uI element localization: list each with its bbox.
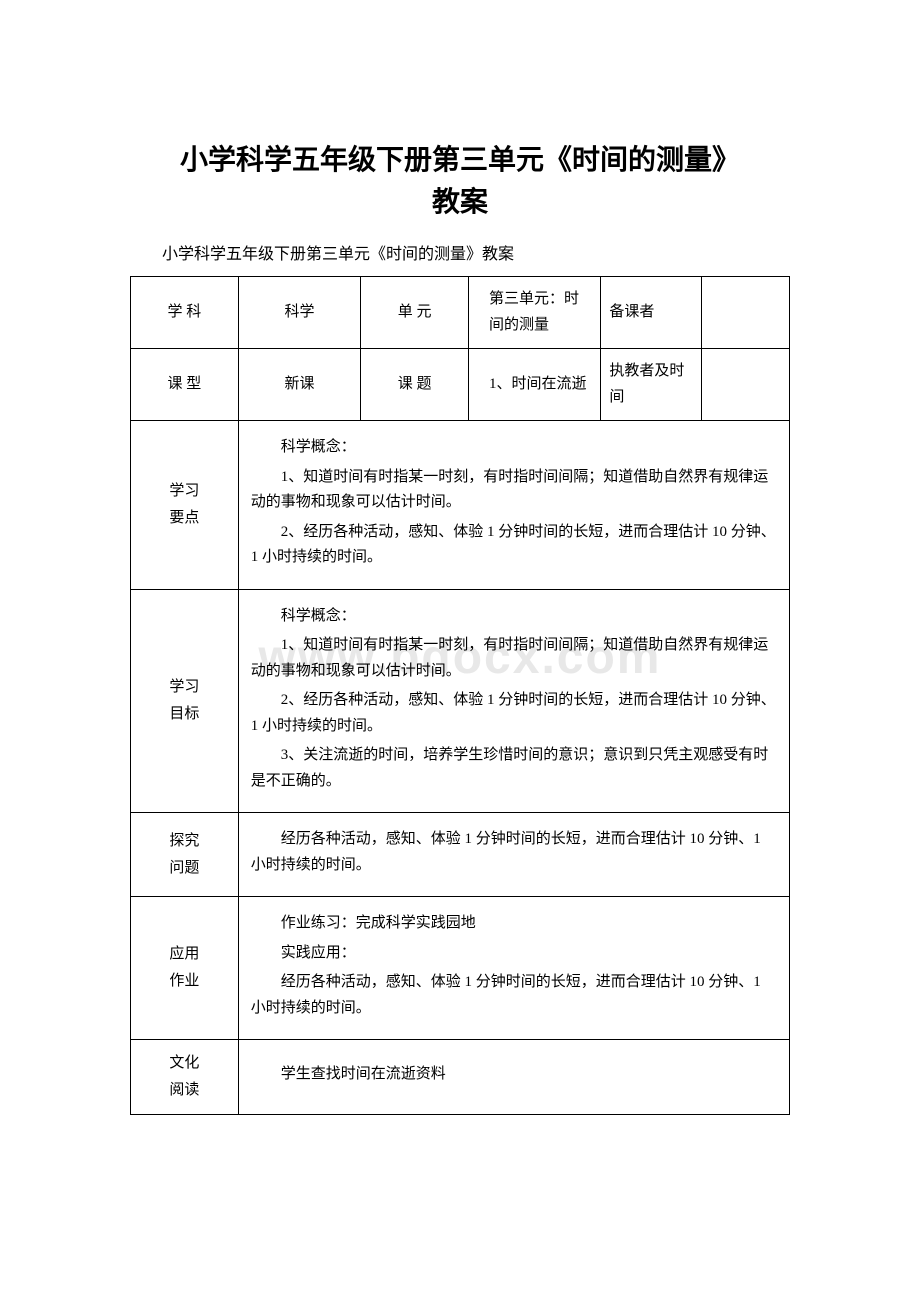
inquiry-label: 探究 问题 <box>131 813 239 897</box>
content-para: 经历各种活动，感知、体验 1 分钟时间的长短，进而合理估计 10 分钟、1 小时… <box>251 970 777 1021</box>
teacher-label: 执教者及时间 <box>601 349 701 421</box>
inquiry-content: 经历各种活动，感知、体验 1 分钟时间的长短，进而合理估计 10 分钟、1 小时… <box>238 813 789 897</box>
unit-value: 第三单元：时间的测量 <box>469 277 601 349</box>
label-line: 学习 <box>139 674 230 701</box>
label-line: 作业 <box>139 968 230 995</box>
reading-content: 学生查找时间在流逝资料 <box>238 1040 789 1115</box>
label-line: 学习 <box>139 478 230 505</box>
table-row: 探究 问题 经历各种活动，感知、体验 1 分钟时间的长短，进而合理估计 10 分… <box>131 813 790 897</box>
content-para: 2、经历各种活动，感知、体验 1 分钟时间的长短，进而合理估计 10 分钟、1 … <box>251 688 777 739</box>
title-line-2: 教案 <box>432 187 488 218</box>
label-line: 阅读 <box>139 1077 230 1104</box>
subject-value: 科学 <box>238 277 360 349</box>
content-para: 科学概念： <box>251 435 777 461</box>
unit-label: 单 元 <box>361 277 469 349</box>
content-para: 2、经历各种活动，感知、体验 1 分钟时间的长短，进而合理估计 10 分钟、1 … <box>251 520 777 571</box>
content-para: 3、关注流逝的时间，培养学生珍惜时间的意识；意识到只凭主观感受有时是不正确的。 <box>251 743 777 794</box>
class-type-value: 新课 <box>238 349 360 421</box>
main-title: 小学科学五年级下册第三单元《时间的测量》 教案 <box>130 140 790 224</box>
label-line: 探究 <box>139 828 230 855</box>
content-para: 科学概念： <box>251 604 777 630</box>
content-para: 作业练习：完成科学实践园地 <box>251 911 777 937</box>
learning-goals-content: 科学概念： 1、知道时间有时指某一时刻，有时指时间间隔；知道借助自然界有规律运动… <box>238 589 789 813</box>
label-line: 目标 <box>139 701 230 728</box>
preparer-value <box>701 277 789 349</box>
table-row: 课 型 新课 课 题 1、时间在流逝 执教者及时间 <box>131 349 790 421</box>
title-line-1: 小学科学五年级下册第三单元《时间的测量》 <box>180 145 740 176</box>
subtitle: 小学科学五年级下册第三单元《时间的测量》教案 <box>130 240 790 264</box>
table-row: 文化 阅读 学生查找时间在流逝资料 <box>131 1040 790 1115</box>
table-row: 学习 要点 科学概念： 1、知道时间有时指某一时刻，有时指时间间隔；知道借助自然… <box>131 421 790 590</box>
content-para: 学生查找时间在流逝资料 <box>251 1062 777 1088</box>
application-label: 应用 作业 <box>131 897 239 1040</box>
table-row: 学 科 科学 单 元 第三单元：时间的测量 备课者 <box>131 277 790 349</box>
lesson-plan-table: 学 科 科学 单 元 第三单元：时间的测量 备课者 课 型 新课 课 题 1、时… <box>130 276 790 1115</box>
learning-goals-label: 学习 目标 <box>131 589 239 813</box>
preparer-label: 备课者 <box>601 277 701 349</box>
learning-points-content: 科学概念： 1、知道时间有时指某一时刻，有时指时间间隔；知道借助自然界有规律运动… <box>238 421 789 590</box>
subject-label: 学 科 <box>131 277 239 349</box>
page-content: 小学科学五年级下册第三单元《时间的测量》 教案 小学科学五年级下册第三单元《时间… <box>0 0 920 1115</box>
label-line: 要点 <box>139 505 230 532</box>
content-para: 实践应用： <box>251 941 777 967</box>
topic-label: 课 题 <box>361 349 469 421</box>
content-para: 经历各种活动，感知、体验 1 分钟时间的长短，进而合理估计 10 分钟、1 小时… <box>251 827 777 878</box>
application-content: 作业练习：完成科学实践园地 实践应用： 经历各种活动，感知、体验 1 分钟时间的… <box>238 897 789 1040</box>
reading-label: 文化 阅读 <box>131 1040 239 1115</box>
content-para: 1、知道时间有时指某一时刻，有时指时间间隔；知道借助自然界有规律运动的事物和现象… <box>251 633 777 684</box>
table-row: 应用 作业 作业练习：完成科学实践园地 实践应用： 经历各种活动，感知、体验 1… <box>131 897 790 1040</box>
topic-value: 1、时间在流逝 <box>469 349 601 421</box>
teacher-value <box>701 349 789 421</box>
table-row: 学习 目标 科学概念： 1、知道时间有时指某一时刻，有时指时间间隔；知道借助自然… <box>131 589 790 813</box>
label-line: 应用 <box>139 941 230 968</box>
content-para: 1、知道时间有时指某一时刻，有时指时间间隔；知道借助自然界有规律运动的事物和现象… <box>251 465 777 516</box>
label-line: 文化 <box>139 1050 230 1077</box>
learning-points-label: 学习 要点 <box>131 421 239 590</box>
class-type-label: 课 型 <box>131 349 239 421</box>
label-line: 问题 <box>139 855 230 882</box>
